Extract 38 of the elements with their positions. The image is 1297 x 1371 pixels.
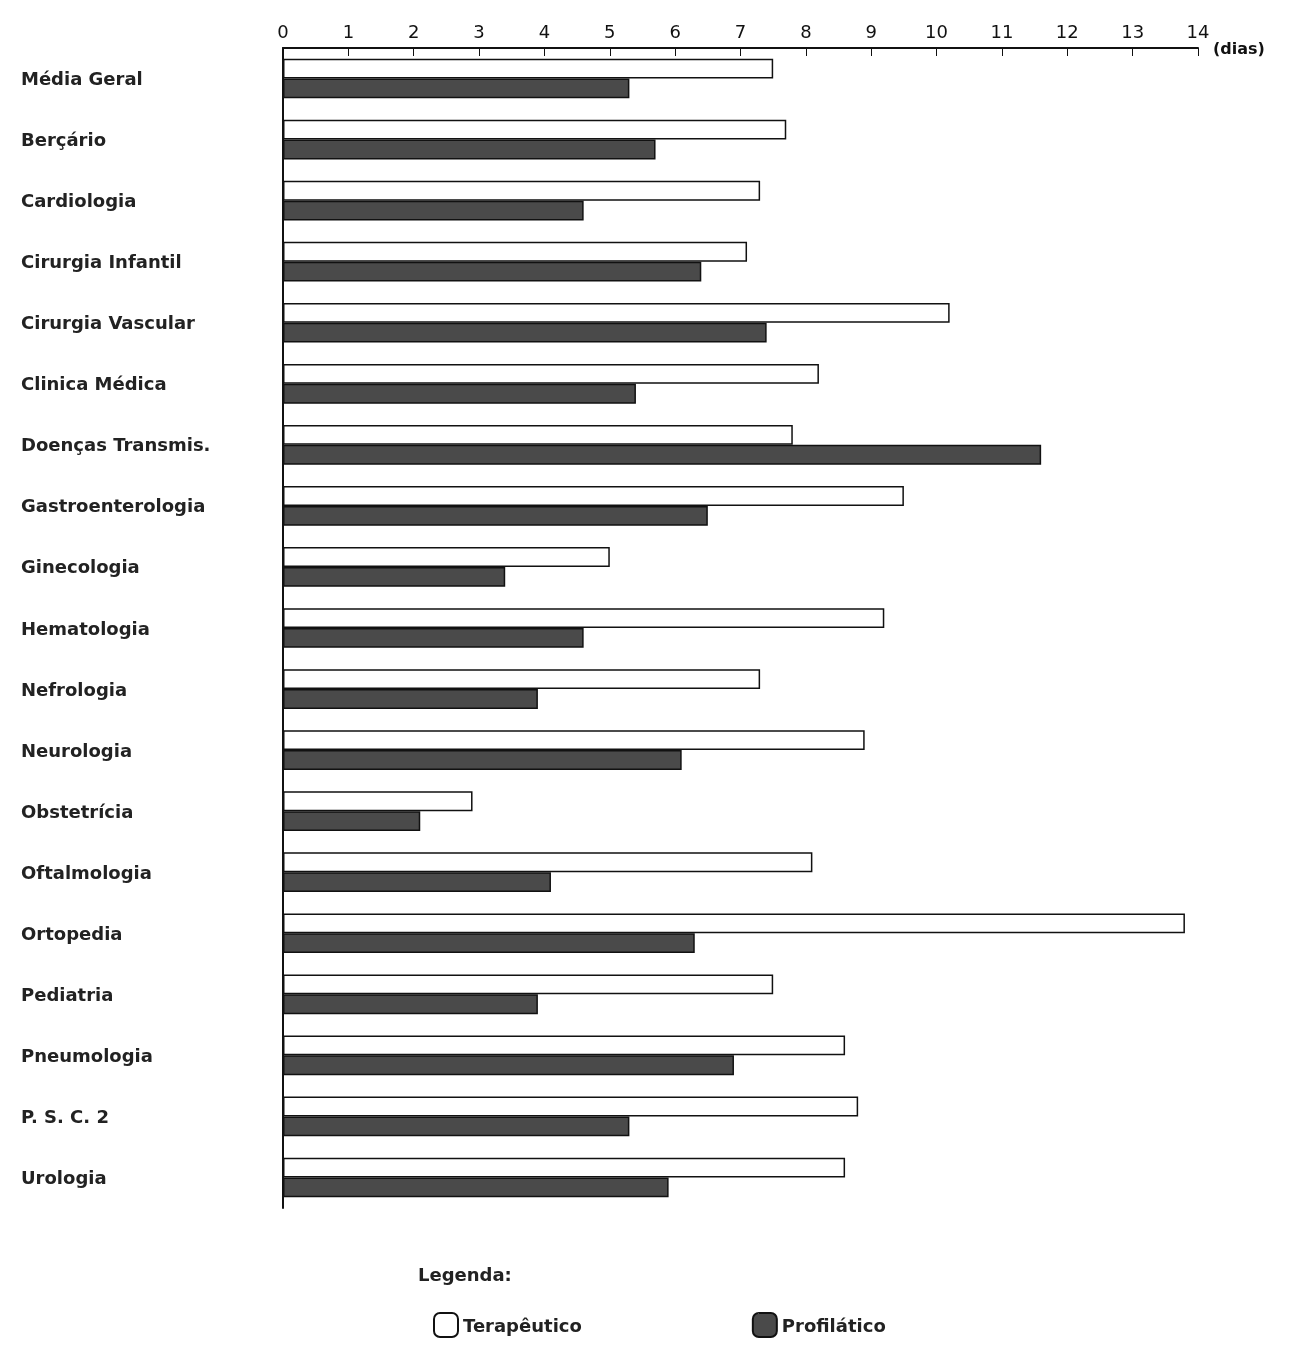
x-tick-label: 11 bbox=[990, 20, 1014, 42]
y-tick-label: P. S. C. 2 bbox=[21, 1105, 109, 1127]
y-tick-label: Urologia bbox=[21, 1166, 107, 1188]
x-tick-label: 0 bbox=[277, 20, 289, 42]
x-tick-label: 4 bbox=[538, 20, 551, 42]
x-tick-label: 7 bbox=[734, 20, 747, 42]
y-tick-label: Oftalmologia bbox=[21, 861, 152, 883]
x-tick-label: 3 bbox=[473, 20, 485, 42]
y-tick-label: Gastroenterologia bbox=[21, 495, 206, 517]
legend-label: Profilático bbox=[781, 1314, 886, 1336]
x-tick-label: 13 bbox=[1121, 20, 1145, 42]
x-tick-label: 9 bbox=[865, 20, 877, 42]
y-tick-label: Ortopedia bbox=[21, 922, 123, 944]
y-tick-label: Cirurgia Vascular bbox=[21, 312, 196, 334]
x-axis-title: (dias) bbox=[1213, 38, 1265, 58]
y-tick-label: Hematologia bbox=[21, 617, 150, 639]
y-tick-label: Ginecologia bbox=[21, 556, 140, 578]
legend-label: Terapêutico bbox=[463, 1314, 582, 1336]
x-tick-label: 8 bbox=[800, 20, 812, 42]
y-tick-label: Média Geral bbox=[21, 68, 143, 90]
y-tick-label: Doenças Transmis. bbox=[21, 434, 211, 456]
y-tick-label: Obstetrícia bbox=[21, 800, 134, 822]
x-tick-label: 6 bbox=[669, 20, 681, 42]
y-tick-label: Pneumologia bbox=[21, 1044, 153, 1066]
y-tick-label: Berçário bbox=[21, 129, 107, 151]
y-tick-label: Neurologia bbox=[21, 739, 133, 761]
x-tick-label: 14 bbox=[1186, 20, 1210, 42]
x-tick-label: 2 bbox=[407, 20, 420, 42]
x-tick-label: 5 bbox=[604, 20, 616, 42]
y-tick-label: Cirurgia Infantil bbox=[21, 251, 182, 273]
y-tick-label: Cardiologia bbox=[21, 190, 137, 212]
y-tick-label: Clinica Médica bbox=[21, 373, 167, 395]
y-tick-label: Nefrologia bbox=[21, 678, 128, 700]
legend-title: Legenda: bbox=[418, 1263, 512, 1285]
x-tick-label: 10 bbox=[925, 20, 949, 42]
y-tick-label: Pediatria bbox=[21, 983, 114, 1005]
x-tick-label: 1 bbox=[342, 20, 355, 42]
x-tick-label: 12 bbox=[1055, 20, 1079, 42]
